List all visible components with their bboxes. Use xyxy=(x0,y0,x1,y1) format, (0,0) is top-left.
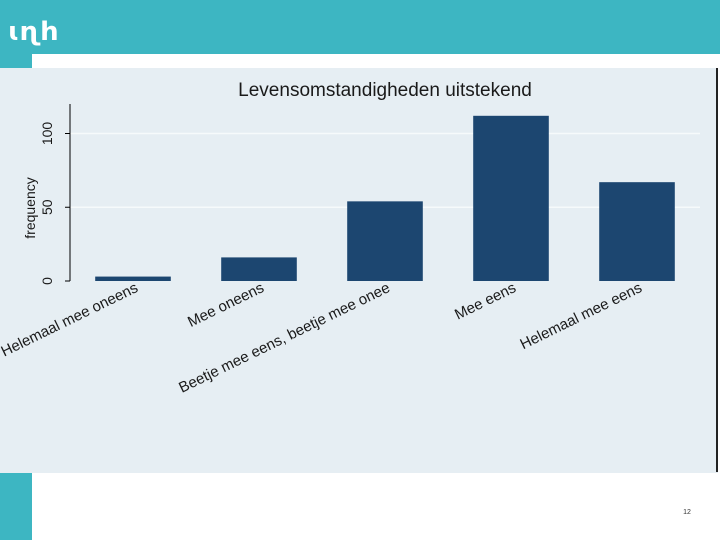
x-tick-label: Beetje mee eens, beetje mee onee xyxy=(176,279,393,396)
bar xyxy=(95,276,171,281)
y-ticks: 0 50 100 xyxy=(39,122,70,285)
x-tick-label: Mee oneens xyxy=(185,279,267,330)
svg-text:ɩɳh: ɩɳh xyxy=(8,17,59,46)
bars xyxy=(95,115,675,281)
x-tick-label: Helemaal mee eens xyxy=(517,279,644,353)
chart-title: Levensomstandigheden uitstekend xyxy=(238,80,532,101)
page-number: 12 xyxy=(683,509,691,516)
left-accent-strip-bottom xyxy=(0,473,32,540)
panel-right-border xyxy=(716,68,718,472)
bar-chart: 0 50 100 Helemaal mee oneens Mee oneensBeet… xyxy=(0,80,700,397)
bar xyxy=(599,182,675,281)
y-axis-label: frequency xyxy=(22,177,38,238)
y-tick-label: 100 xyxy=(39,122,55,146)
bar xyxy=(347,201,423,281)
left-accent-strip-top xyxy=(0,54,32,68)
x-tick-label: Helemaal mee oneens xyxy=(0,279,141,360)
header-bar: ɩɳh xyxy=(0,0,720,54)
bar xyxy=(473,115,549,281)
x-tick-label: Mee eens xyxy=(452,279,519,323)
y-tick-label: 50 xyxy=(39,199,55,215)
y-tick-label: 0 xyxy=(39,277,55,285)
inholland-logo: ɩɳh xyxy=(8,17,59,46)
bar xyxy=(221,257,297,281)
